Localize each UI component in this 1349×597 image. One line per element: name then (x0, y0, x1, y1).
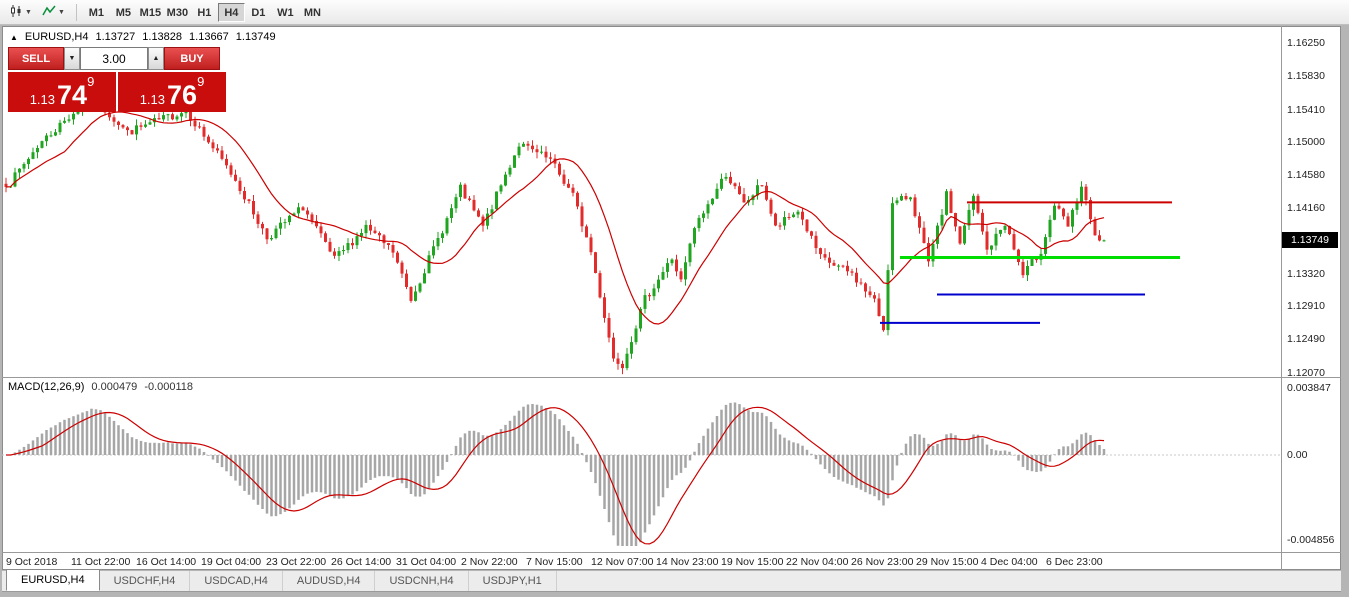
time-axis-label: 7 Nov 15:00 (526, 556, 583, 568)
time-axis-label: 4 Dec 04:00 (981, 556, 1038, 568)
chart-ohlc-header: ▲ EURUSD,H4 1.13727 1.13828 1.13667 1.13… (10, 31, 276, 43)
time-axis-separator (2, 552, 1341, 553)
one-click-trading-panel: SELL ▼ ▲ BUY 1.13 74 9 1.13 76 9 (8, 47, 226, 112)
macd-signal-value: -0.000118 (144, 381, 194, 393)
price-axis-label: 1.12070 (1287, 366, 1325, 379)
time-axis-label: 22 Nov 04:00 (786, 556, 849, 568)
caret-down-icon: ▼ (68, 55, 76, 62)
price-axis-label: 1.12910 (1287, 300, 1325, 313)
buy-quote-panel[interactable]: 1.13 76 9 (118, 72, 226, 112)
sell-button[interactable]: SELL (8, 47, 64, 70)
chart-tab-bar: EURUSD,H4 USDCHF,H4 USDCAD,H4 AUDUSD,H4 USDC… (2, 569, 1341, 592)
volume-decrease-button[interactable]: ▼ (64, 47, 80, 70)
price-axis-label: 1.16250 (1287, 37, 1325, 50)
top-toolbar: ▼ ▼ M1 M5 M15 M30 H1 H4 D1 W1 MN (0, 0, 1349, 25)
low-value: 1.13667 (189, 31, 229, 43)
time-axis-label: 26 Oct 14:00 (331, 556, 392, 568)
time-axis-label: 6 Dec 23:00 (1046, 556, 1103, 568)
macd-canvas[interactable] (2, 378, 1281, 551)
indicators-button[interactable]: ▼ (37, 2, 70, 22)
time-axis-label: 31 Oct 04:00 (396, 556, 457, 568)
time-axis-label: 19 Nov 15:00 (721, 556, 784, 568)
timeframe-group: M1 M5 M15 M30 H1 H4 D1 W1 MN (83, 2, 326, 22)
macd-panel-separator[interactable] (2, 377, 1341, 378)
tab-eurusd-h4[interactable]: EURUSD,H4 (6, 569, 100, 591)
chevron-down-icon: ▼ (25, 8, 32, 16)
time-axis-label: 14 Nov 23:00 (656, 556, 719, 568)
toolbar-separator (75, 3, 77, 21)
symbol-label: EURUSD,H4 (24, 31, 89, 43)
timeframe-button-h1[interactable]: H1 (197, 6, 212, 19)
time-axis-label: 19 Oct 04:00 (201, 556, 262, 568)
price-axis-label: 1.12490 (1287, 333, 1325, 346)
macd-axis-label: -0.004856 (1287, 534, 1335, 546)
macd-axis-label: 0.003847 (1287, 381, 1331, 394)
caret-up-icon: ▲ (152, 55, 160, 62)
macd-main-value: 0.000479 (91, 381, 138, 393)
buy-price-pipette: 9 (197, 74, 205, 89)
time-axis-label: 9 Oct 2018 (6, 556, 58, 568)
tab-audusd-h4[interactable]: AUDUSD,H4 (283, 571, 376, 591)
sell-price-big: 74 (57, 80, 88, 111)
price-axis-label: 1.15000 (1287, 135, 1325, 148)
macd-header: MACD(12,26,9) 0.000479 -0.000118 (8, 381, 193, 393)
macd-axis-label: 0.00 (1287, 449, 1308, 461)
chevron-down-icon: ▼ (57, 8, 65, 16)
timeframe-button-m15[interactable]: M15 (139, 6, 162, 19)
symbol-marker-icon: ▲ (10, 32, 18, 42)
tab-usdcnh-h4[interactable]: USDCNH,H4 (375, 571, 469, 591)
price-axis-label: 1.15410 (1287, 103, 1325, 116)
quote-panels-row: 1.13 74 9 1.13 76 9 (8, 72, 226, 112)
volume-input[interactable] (80, 47, 148, 70)
buy-button[interactable]: BUY (164, 47, 220, 70)
timeframe-button-w1[interactable]: W1 (277, 6, 294, 19)
price-axis-label: 1.15830 (1287, 70, 1325, 83)
sell-quote-panel[interactable]: 1.13 74 9 (8, 72, 116, 112)
close-value: 1.13749 (235, 31, 276, 43)
timeframe-button-m1[interactable]: M1 (88, 6, 105, 19)
buy-price-big: 76 (167, 80, 198, 111)
tab-usdcad-h4[interactable]: USDCAD,H4 (190, 571, 283, 591)
time-axis-label: 23 Oct 22:00 (266, 556, 327, 568)
chart-type-button[interactable]: ▼ (4, 2, 37, 22)
tab-usdchf-h4[interactable]: USDCHF,H4 (100, 571, 191, 591)
price-axis-label: 1.14580 (1287, 168, 1325, 181)
candlestick-chart-icon (9, 4, 23, 21)
price-chart-canvas[interactable] (2, 28, 1281, 377)
open-value: 1.13727 (95, 31, 136, 43)
timeframe-button-m30[interactable]: M30 (166, 6, 189, 19)
timeframe-button-d1[interactable]: D1 (251, 6, 266, 19)
buy-price-prefix: 1.13 (139, 91, 166, 107)
timeframe-button-m5[interactable]: M5 (115, 6, 132, 19)
time-axis-label: 16 Oct 14:00 (136, 556, 197, 568)
time-axis-label: 12 Nov 07:00 (591, 556, 654, 568)
time-axis-label: 26 Nov 23:00 (851, 556, 914, 568)
current-price-badge: 1.13749 (1282, 232, 1338, 249)
price-axis-border (1281, 26, 1282, 570)
timeframe-button-mn[interactable]: MN (303, 6, 321, 19)
timeframe-button-h4[interactable]: H4 (217, 2, 245, 22)
high-value: 1.13828 (142, 31, 183, 43)
time-axis-label: 11 Oct 22:00 (71, 556, 131, 568)
sell-price-pipette: 9 (87, 74, 95, 89)
indicator-line-icon (42, 4, 56, 21)
price-axis-label: 1.14160 (1287, 201, 1325, 214)
time-axis-label: 29 Nov 15:00 (916, 556, 979, 568)
sell-price-prefix: 1.13 (29, 91, 56, 107)
tab-usdjpy-h1[interactable]: USDJPY,H1 (469, 571, 557, 591)
volume-increase-button[interactable]: ▲ (148, 47, 164, 70)
macd-title: MACD(12,26,9) (8, 381, 85, 393)
price-axis-label: 1.13320 (1287, 268, 1325, 281)
time-axis-label: 2 Nov 22:00 (461, 556, 518, 568)
trade-controls-row: SELL ▼ ▲ BUY (8, 47, 226, 70)
